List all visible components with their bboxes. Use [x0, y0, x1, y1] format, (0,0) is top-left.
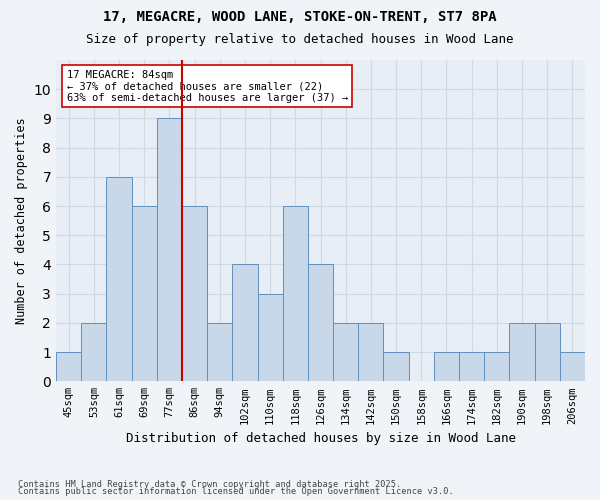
Bar — [283, 206, 308, 382]
Bar — [182, 206, 207, 382]
Bar — [509, 323, 535, 382]
Bar — [434, 352, 459, 382]
X-axis label: Distribution of detached houses by size in Wood Lane: Distribution of detached houses by size … — [125, 432, 515, 445]
Bar — [308, 264, 333, 382]
Bar — [333, 323, 358, 382]
Bar — [207, 323, 232, 382]
Bar — [484, 352, 509, 382]
Bar — [560, 352, 585, 382]
Text: 17, MEGACRE, WOOD LANE, STOKE-ON-TRENT, ST7 8PA: 17, MEGACRE, WOOD LANE, STOKE-ON-TRENT, … — [103, 10, 497, 24]
Text: Contains public sector information licensed under the Open Government Licence v3: Contains public sector information licen… — [18, 488, 454, 496]
Text: Size of property relative to detached houses in Wood Lane: Size of property relative to detached ho… — [86, 32, 514, 46]
Bar — [257, 294, 283, 382]
Bar — [232, 264, 257, 382]
Bar — [157, 118, 182, 382]
Bar — [81, 323, 106, 382]
Text: 17 MEGACRE: 84sqm
← 37% of detached houses are smaller (22)
63% of semi-detached: 17 MEGACRE: 84sqm ← 37% of detached hous… — [67, 70, 348, 103]
Bar — [358, 323, 383, 382]
Text: Contains HM Land Registry data © Crown copyright and database right 2025.: Contains HM Land Registry data © Crown c… — [18, 480, 401, 489]
Bar — [131, 206, 157, 382]
Bar — [383, 352, 409, 382]
Bar — [56, 352, 81, 382]
Bar — [459, 352, 484, 382]
Bar — [106, 177, 131, 382]
Bar — [535, 323, 560, 382]
Y-axis label: Number of detached properties: Number of detached properties — [15, 118, 28, 324]
